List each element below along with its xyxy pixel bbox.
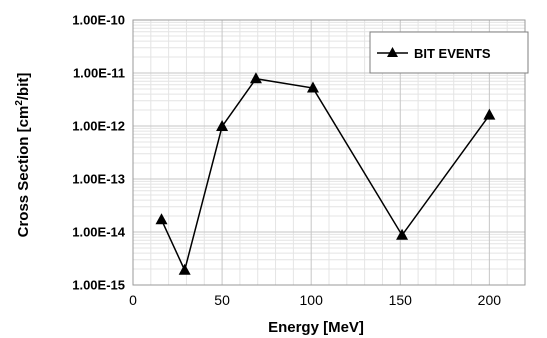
x-tick-label: 200 (478, 292, 502, 308)
y-tick-label: 1.00E-10 (72, 13, 125, 28)
plot-area (132, 19, 526, 286)
y-axis-title-sup: 2 (14, 100, 25, 106)
data-point-marker (216, 119, 229, 131)
data-point-marker (483, 108, 496, 120)
y-tick-label: 1.00E-13 (72, 172, 125, 187)
data-point-marker (178, 263, 191, 275)
y-axis-title: Cross Section [cm2/bit] (14, 73, 32, 238)
x-tick-labels: 0 50 100 150 200 (129, 292, 501, 308)
legend-label: BIT EVENTS (414, 46, 491, 61)
y-axis-title-suffix: /bit] (15, 73, 32, 101)
x-tick-label: 0 (129, 292, 137, 308)
data-point-marker (396, 228, 409, 240)
y-tick-label: 1.00E-11 (73, 66, 125, 81)
data-point-marker (249, 72, 262, 84)
legend-marker (387, 47, 398, 57)
series-layer (155, 72, 496, 275)
y-tick-label: 1.00E-12 (72, 119, 125, 134)
y-tick-label: 1.00E-14 (72, 225, 126, 240)
legend: BIT EVENTS (369, 31, 529, 74)
data-point-marker (306, 81, 319, 93)
x-axis-title: Energy [MeV] (268, 319, 364, 336)
y-axis-title-prefix: Cross Section [cm (15, 106, 32, 238)
data-point-marker (155, 213, 168, 225)
x-tick-label: 100 (300, 292, 324, 308)
x-tick-label: 50 (214, 292, 230, 308)
y-tick-label: 1.00E-15 (72, 278, 125, 293)
x-tick-label: 150 (389, 292, 413, 308)
series-line (160, 77, 490, 273)
y-tick-labels: 1.00E-15 1.00E-14 1.00E-13 1.00E-12 1.00E-11… (72, 13, 126, 293)
